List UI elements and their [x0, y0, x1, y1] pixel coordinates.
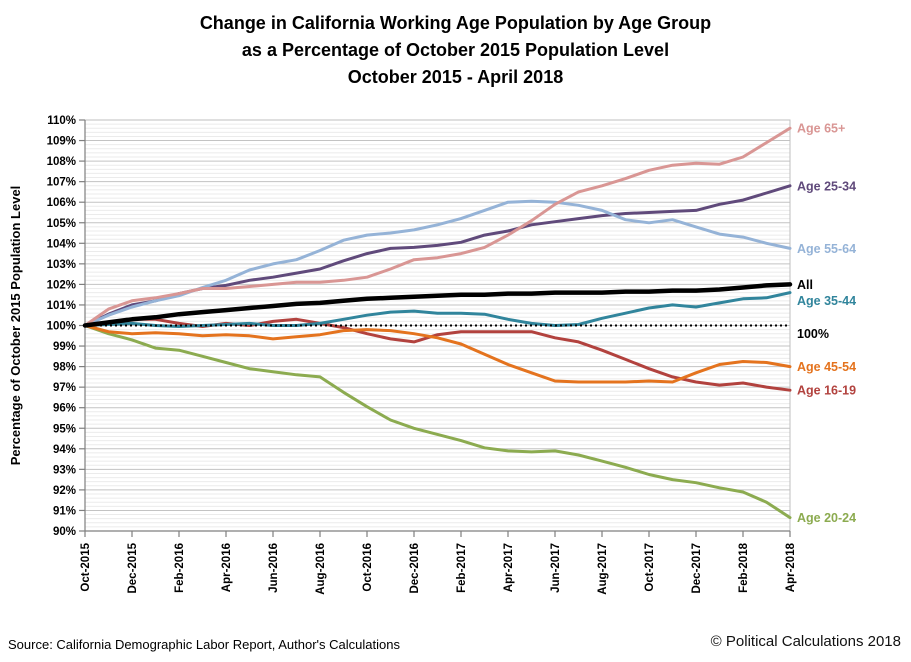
series-end-label-age-65plus: Age 65+ [797, 122, 845, 136]
chart-title-line-3: October 2015 - April 2018 [347, 67, 564, 87]
series-end-label-reference-100pct: 100% [797, 327, 829, 341]
source-note: Source: California Demographic Labor Rep… [8, 637, 400, 652]
copyright-note: © Political Calculations 2018 [710, 633, 901, 650]
series-line-age-45-54 [83, 324, 792, 384]
y-tick-label: 102% [47, 279, 76, 291]
y-tick-label: 110% [47, 115, 76, 127]
series-end-label-age-45-54: Age 45-54 [797, 360, 856, 374]
x-tick-label: Feb-2017 [456, 543, 468, 593]
y-tick-label: 101% [47, 300, 76, 312]
series-end-label-age-55-64: Age 55-64 [797, 242, 856, 256]
x-tick-label: Oct-2015 [80, 542, 92, 591]
y-tick-label: 95% [53, 423, 76, 435]
y-tick-label: 94% [53, 444, 76, 456]
x-tick-label: Aug-2016 [315, 543, 327, 595]
x-tick-label: Apr-2018 [785, 542, 797, 592]
y-tick-label: 91% [53, 505, 76, 517]
series-line-age-65plus [83, 126, 792, 327]
x-tick-label: Jun-2016 [268, 543, 280, 593]
x-tick-label: Dec-2016 [409, 543, 421, 594]
y-tick-label: 103% [47, 259, 76, 271]
x-tick-label: Apr-2016 [221, 543, 233, 592]
y-tick-label: 98% [53, 362, 76, 374]
series-end-label-age-35-44: Age 35-44 [797, 294, 856, 308]
x-tick-label: Feb-2016 [174, 543, 186, 593]
x-tick-label: Jun-2017 [550, 543, 562, 593]
series-end-label-age-20-24: Age 20-24 [797, 511, 856, 525]
series-end-label-age-16-19: Age 16-19 [797, 384, 856, 398]
y-tick-label: 106% [47, 197, 76, 209]
y-tick-label: 109% [47, 136, 76, 148]
chart-title-line-1: Change in California Working Age Populat… [199, 13, 712, 33]
series-line-age-20-24 [83, 324, 792, 520]
series-line-age-35-44 [83, 291, 792, 328]
series-end-label-all: All [797, 278, 813, 292]
y-tick-label: 93% [53, 464, 76, 476]
y-tick-label: 107% [47, 177, 76, 189]
y-tick-label: 96% [53, 403, 76, 415]
y-axis-title: Percentage of October 2015 Population Le… [8, 186, 23, 466]
x-tick-label: Apr-2017 [503, 543, 515, 592]
y-tick-label: 99% [53, 341, 76, 353]
series-line-all [82, 282, 793, 328]
x-tick-label: Aug-2017 [597, 543, 609, 595]
x-tick-label: Oct-2016 [362, 543, 374, 592]
y-tick-label: 100% [47, 321, 76, 333]
x-tick-label: Dec-2015 [127, 542, 139, 593]
x-tick-label: Dec-2017 [691, 543, 703, 594]
y-tick-label: 90% [53, 526, 76, 538]
y-tick-label: 104% [47, 238, 76, 250]
y-tick-label: 108% [47, 156, 76, 168]
y-tick-label: 97% [53, 382, 76, 394]
series-end-label-age-25-34: Age 25-34 [797, 179, 856, 193]
y-tick-label: 105% [47, 218, 76, 230]
chart-title-line-2: as a Percentage of October 2015 Populati… [241, 40, 670, 60]
y-tick-label: 92% [53, 485, 76, 497]
x-tick-label: Oct-2017 [644, 543, 656, 592]
x-tick-label: Feb-2018 [738, 542, 750, 592]
chart-title: Change in California Working Age Populat… [0, 10, 911, 91]
